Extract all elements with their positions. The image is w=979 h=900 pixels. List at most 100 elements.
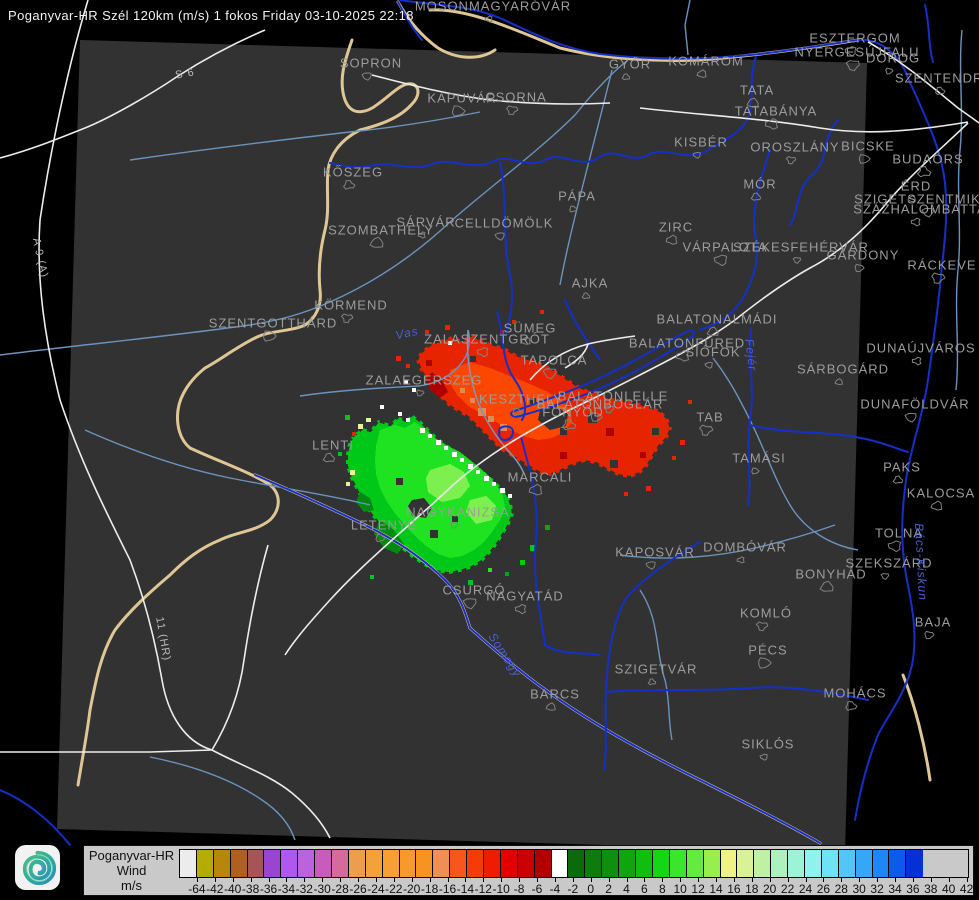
scale-tick-label: -14 [456,882,475,896]
scale-cell [230,850,248,877]
city-boundary-outline [514,603,527,615]
scale-tick [358,878,359,882]
rivers-minor [0,0,963,841]
scale-tick-label: -10 [492,882,510,896]
city-boundary-outline [916,165,932,178]
scale-tick [841,878,843,882]
city-boundary-outline [665,234,678,245]
scale-tick-label: 14 [709,882,723,896]
scale-tick [393,878,395,882]
scale-tick-label: 38 [924,882,938,896]
city-boundary-outline [340,313,354,324]
scale-tick-label: 32 [870,882,884,896]
city-boundary-outline [699,424,714,436]
scale-tick [716,878,717,882]
scale-tick [501,878,503,882]
city-boundary-outline [590,412,603,422]
scale-tick-label: -30 [313,882,331,896]
city-boundary-outline [369,236,384,248]
scale-tick-label: 24 [798,882,813,896]
city-boundary-outline [647,678,657,686]
scale-cell [484,850,501,877]
city-boundary-outline [904,412,917,423]
scale-cell [703,850,721,877]
city-boundary-squiggles [263,15,946,761]
scale-tick [483,878,485,882]
scale-tick [912,878,914,882]
scale-tick [859,878,861,882]
city-boundary-outline [696,69,707,78]
scale-tick-label: -22 [385,882,403,896]
zala-river [466,329,525,475]
scale-cell [264,850,282,877]
scale-tick [268,878,270,882]
city-boundary-outline [880,572,890,580]
scale-cell [348,850,366,877]
scale-tick-label: 22 [780,882,795,896]
city-boundary-outline [746,97,759,108]
scale-cell [652,850,670,877]
scale-cell [804,850,822,877]
scale-tick-label: 30 [852,882,866,896]
city-boundary-outline [505,105,519,116]
scale-cell [416,850,434,877]
legend-product: Poganyvar-HR [88,848,175,863]
scale-tick [644,878,646,882]
city-boundary-outline [520,336,531,345]
city-boundary-outline [528,483,543,496]
legend-field: Wind [116,863,147,878]
scale-cell [315,850,333,877]
city-boundary-outline [854,263,865,273]
scale-tick-label: 4 [623,882,630,896]
scale-tick-label: 20 [763,882,777,896]
scale-cell [551,850,569,877]
city-boundary-outline [621,73,631,81]
scale-cell [585,850,603,877]
scale-cell [433,850,451,877]
color-scale-cells [179,849,969,878]
motorways [0,0,979,839]
city-boundary-outline [484,15,493,23]
city-boundary-outline [263,330,277,342]
scale-tick [787,878,789,882]
scale-tick-label: 34 [888,882,902,896]
scale-tick-label: -38 [241,882,260,896]
scale-tick [322,878,324,882]
scale-tick [751,878,753,882]
city-boundary-outline [692,151,701,159]
scale-tick-label: 2 [605,882,612,896]
scale-tick [429,878,431,882]
radar-coverage-area [57,40,867,852]
scale-tick [769,878,771,882]
swirl-icon [22,850,57,886]
scale-tick [626,878,628,882]
scale-tick-label: -34 [277,882,296,896]
city-boundary-outline [792,256,802,264]
scale-tick-label: 12 [691,882,705,896]
city-boundary-outline [844,46,857,57]
city-boundary-outline [845,701,858,711]
scale-cell [754,850,772,877]
scale-tick [465,878,467,882]
scale-tick-label: 36 [906,882,920,896]
scale-tick [733,878,735,882]
city-boundary-outline [476,347,489,358]
city-boundary-outline [603,405,615,414]
scale-cell [889,850,907,877]
city-boundary-outline [375,533,386,543]
scale-tick [537,878,538,882]
scale-tick [304,878,306,882]
scale-tick [250,878,252,882]
city-boundary-outline [892,475,904,484]
scale-cell [180,850,197,877]
scale-tick [608,878,610,882]
scale-tick [340,878,342,882]
scale-tick [590,878,592,882]
scale-cell [737,850,755,877]
scale-tick-label: -4 [549,882,561,896]
scale-cell [500,850,518,877]
scale-tick-label: 0 [587,882,595,896]
city-boundary-outline [785,156,797,165]
city-boundary-outline [755,621,769,632]
